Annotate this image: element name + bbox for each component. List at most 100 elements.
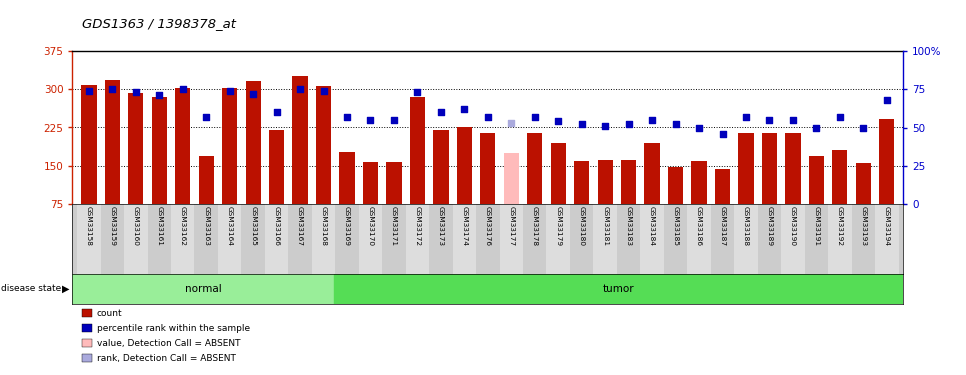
Bar	[148, 204, 171, 274]
Bar	[410, 97, 425, 204]
Bar	[171, 204, 194, 274]
Bar	[77, 204, 100, 274]
Text: GSM33170: GSM33170	[367, 206, 374, 246]
Bar	[265, 204, 289, 274]
Point	[480, 114, 496, 120]
Text: GSM33190: GSM33190	[790, 206, 796, 246]
Bar	[762, 133, 777, 204]
Text: GSM33179: GSM33179	[555, 206, 561, 246]
Text: GSM33177: GSM33177	[508, 206, 514, 246]
Text: GSM33162: GSM33162	[180, 206, 185, 246]
Text: GSM33174: GSM33174	[462, 206, 468, 246]
Point	[503, 120, 519, 126]
Bar	[453, 204, 476, 274]
Point	[832, 114, 847, 120]
Text: normal: normal	[185, 284, 221, 294]
Bar	[72, 274, 333, 304]
Text: GSM33160: GSM33160	[132, 206, 139, 246]
Point	[104, 86, 120, 92]
Bar	[785, 133, 801, 204]
Bar	[715, 168, 730, 204]
Text: GSM33186: GSM33186	[696, 206, 702, 246]
Bar	[245, 81, 261, 204]
Text: GSM33176: GSM33176	[485, 206, 491, 246]
Bar	[687, 204, 711, 274]
Point	[222, 88, 238, 94]
Text: GSM33167: GSM33167	[298, 206, 303, 246]
Point	[128, 89, 144, 95]
Text: GSM33172: GSM33172	[414, 206, 420, 246]
Bar	[617, 204, 640, 274]
Bar	[339, 152, 355, 204]
Point	[762, 117, 778, 123]
Point	[527, 114, 543, 120]
Bar	[833, 150, 847, 204]
Text: GSM33181: GSM33181	[602, 206, 609, 246]
Text: value, Detection Call = ABSENT: value, Detection Call = ABSENT	[97, 339, 241, 348]
Point	[198, 114, 213, 120]
Bar	[386, 162, 402, 204]
Text: GSM33183: GSM33183	[626, 206, 632, 246]
Bar	[175, 87, 190, 204]
Bar	[152, 97, 167, 204]
Bar	[480, 133, 496, 204]
Point	[457, 106, 472, 112]
Text: rank, Detection Call = ABSENT: rank, Detection Call = ABSENT	[97, 354, 236, 363]
Text: GSM33178: GSM33178	[531, 206, 538, 246]
Bar	[570, 204, 593, 274]
Bar	[593, 204, 617, 274]
Bar	[757, 204, 781, 274]
Point	[551, 118, 566, 124]
Bar	[734, 204, 757, 274]
Text: GSM33168: GSM33168	[321, 206, 327, 246]
Text: GSM33188: GSM33188	[743, 206, 749, 246]
Point	[597, 123, 612, 129]
Point	[410, 89, 425, 95]
Point	[785, 117, 801, 123]
Text: GSM33191: GSM33191	[813, 206, 819, 246]
Point	[668, 122, 683, 128]
Point	[809, 124, 824, 130]
Bar	[644, 143, 660, 204]
Bar	[457, 128, 472, 204]
Text: GSM33169: GSM33169	[344, 206, 350, 246]
Bar	[668, 167, 683, 204]
Text: GSM33189: GSM33189	[766, 206, 773, 246]
Bar	[81, 85, 97, 204]
Text: GSM33173: GSM33173	[438, 206, 444, 246]
Point	[738, 114, 753, 120]
Bar	[527, 133, 542, 204]
Bar	[547, 204, 570, 274]
Bar	[523, 204, 547, 274]
Bar	[551, 143, 566, 204]
Bar	[856, 164, 871, 204]
Bar	[664, 204, 687, 274]
Bar	[194, 204, 218, 274]
Bar	[128, 93, 143, 204]
Point	[386, 117, 402, 123]
Text: ▶: ▶	[62, 284, 70, 294]
Bar	[781, 204, 805, 274]
Bar	[476, 204, 499, 274]
Bar	[429, 204, 453, 274]
Bar	[100, 204, 124, 274]
Point	[363, 117, 379, 123]
Bar	[852, 204, 875, 274]
Bar	[828, 204, 852, 274]
Bar	[809, 156, 824, 204]
Text: GSM33161: GSM33161	[156, 206, 162, 246]
Point	[152, 92, 167, 98]
Text: GDS1363 / 1398378_at: GDS1363 / 1398378_at	[82, 17, 236, 30]
Text: GSM33192: GSM33192	[837, 206, 843, 246]
Bar	[406, 204, 429, 274]
Text: GSM33171: GSM33171	[391, 206, 397, 246]
Text: GSM33180: GSM33180	[579, 206, 584, 246]
Bar	[293, 76, 308, 204]
Text: GSM33193: GSM33193	[861, 206, 867, 246]
Bar	[222, 87, 238, 204]
Point	[81, 88, 97, 94]
Bar	[269, 130, 284, 204]
Bar	[312, 204, 335, 274]
Bar	[738, 133, 753, 204]
Text: percentile rank within the sample: percentile rank within the sample	[97, 324, 250, 333]
